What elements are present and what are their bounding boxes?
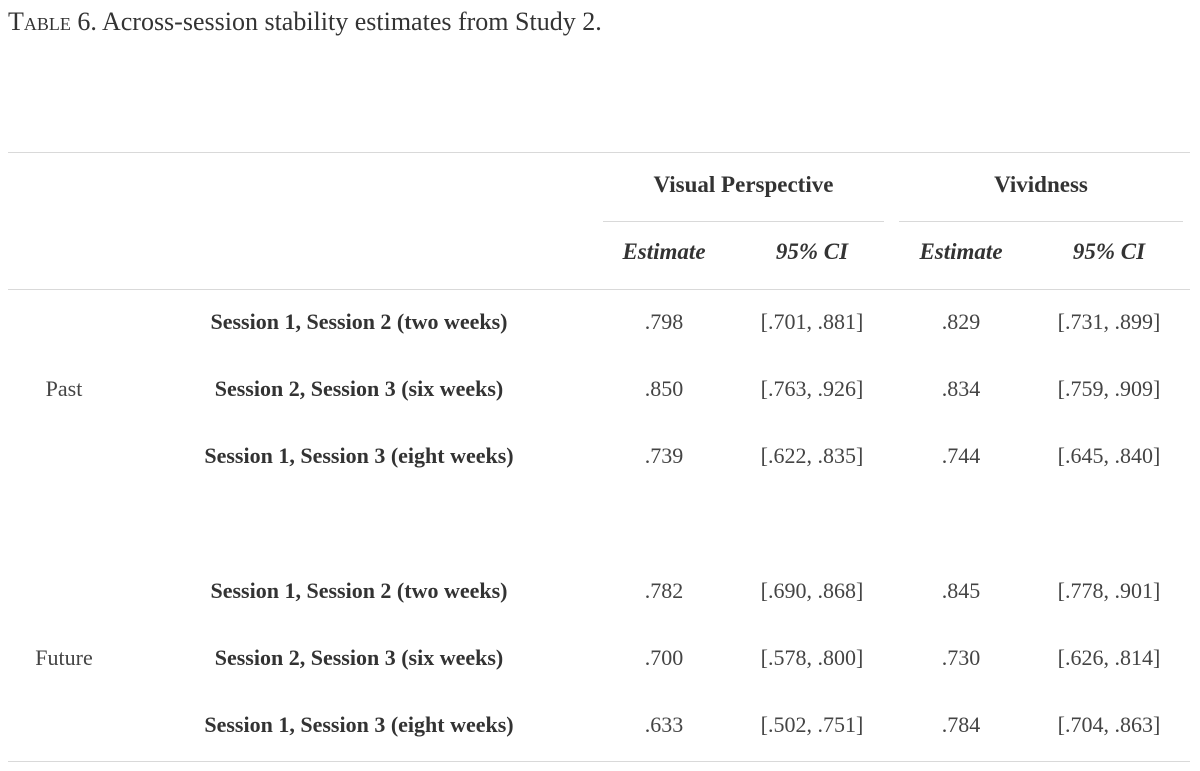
vp-estimate: .798 bbox=[644, 309, 684, 334]
vp-ci: [.763, .926] bbox=[760, 376, 864, 401]
subheader-viv-ci: 95% CI bbox=[1072, 239, 1146, 264]
column-group-vividness: Vividness bbox=[994, 172, 1088, 197]
column-group-visual-perspective: Visual Perspective bbox=[653, 172, 834, 197]
table-top-rule bbox=[8, 152, 1190, 153]
table-caption-text: Across-session stability estimates from … bbox=[101, 7, 602, 36]
vp-ci: [.502, .751] bbox=[760, 712, 864, 737]
vp-estimate: .739 bbox=[644, 443, 684, 468]
vp-estimate: .633 bbox=[644, 712, 684, 737]
table-bottom-rule bbox=[8, 761, 1190, 762]
vp-ci: [.622, .835] bbox=[760, 443, 864, 468]
table-caption: Table 6. Across-session stability estima… bbox=[8, 4, 602, 40]
vp-estimate: .782 bbox=[644, 578, 684, 603]
viv-ci: [.731, .899] bbox=[1057, 309, 1161, 334]
subheader-vp-ci: 95% CI bbox=[775, 239, 849, 264]
row-label: Session 1, Session 2 (two weeks) bbox=[210, 309, 508, 334]
vp-ci: [.690, .868] bbox=[760, 578, 864, 603]
row-label: Session 1, Session 2 (two weeks) bbox=[210, 578, 508, 603]
vp-ci: [.578, .800] bbox=[760, 645, 864, 670]
viv-estimate: .829 bbox=[941, 309, 981, 334]
group-label-future: Future bbox=[35, 645, 93, 670]
vp-estimate: .700 bbox=[644, 645, 684, 670]
subheader-vp-estimate: Estimate bbox=[622, 239, 706, 264]
vp-ci: [.701, .881] bbox=[760, 309, 864, 334]
group-label-past: Past bbox=[45, 376, 83, 401]
viv-ci: [.759, .909] bbox=[1057, 376, 1161, 401]
viv-estimate: .730 bbox=[941, 645, 981, 670]
vp-estimate: .850 bbox=[644, 376, 684, 401]
subheader-viv-estimate: Estimate bbox=[919, 239, 1003, 264]
visual-perspective-underline bbox=[603, 221, 884, 222]
header-bottom-rule bbox=[8, 289, 1190, 290]
row-label: Session 1, Session 3 (eight weeks) bbox=[204, 712, 514, 737]
table-caption-label: Table 6. bbox=[8, 7, 97, 36]
row-label: Session 2, Session 3 (six weeks) bbox=[214, 645, 504, 670]
vividness-underline bbox=[899, 221, 1183, 222]
viv-ci: [.645, .840] bbox=[1057, 443, 1161, 468]
row-label: Session 2, Session 3 (six weeks) bbox=[214, 376, 504, 401]
viv-estimate: .845 bbox=[941, 578, 981, 603]
viv-ci: [.626, .814] bbox=[1057, 645, 1161, 670]
viv-estimate: .784 bbox=[941, 712, 981, 737]
row-label: Session 1, Session 3 (eight weeks) bbox=[204, 443, 514, 468]
viv-ci: [.704, .863] bbox=[1057, 712, 1161, 737]
viv-estimate: .834 bbox=[941, 376, 981, 401]
viv-ci: [.778, .901] bbox=[1057, 578, 1161, 603]
viv-estimate: .744 bbox=[941, 443, 981, 468]
